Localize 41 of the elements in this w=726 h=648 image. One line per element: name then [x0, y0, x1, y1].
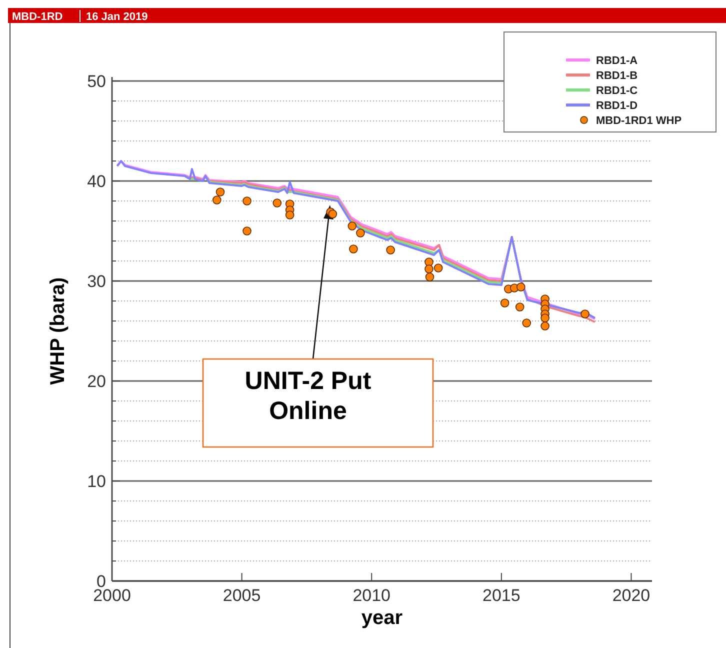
point [540, 314, 550, 322]
legend-label: MBD-1RD1 WHP [596, 114, 682, 127]
point [500, 298, 510, 308]
point [516, 282, 526, 292]
text: MBD-1RD [12, 11, 63, 23]
text: 16 Jan 2019 [86, 11, 148, 23]
x-tick-label: 2015 [482, 586, 520, 605]
point [285, 210, 294, 220]
point [242, 196, 252, 206]
x-axis-title: year [361, 607, 403, 629]
legend-label: RBD1-C [596, 84, 638, 97]
point [580, 310, 590, 318]
point [212, 196, 222, 204]
y-tick-label: 30 [87, 272, 106, 291]
x-tick-label: 2005 [222, 586, 261, 605]
point [515, 302, 524, 312]
annotation: UNIT-2 Put Online [244, 367, 372, 425]
legend-label: RBD1-D [596, 100, 638, 112]
legend-label: RBD1-A [596, 54, 638, 67]
point [216, 188, 225, 196]
point [424, 264, 434, 274]
point [272, 198, 282, 208]
point [349, 244, 358, 254]
point [540, 322, 550, 330]
x-tick-label: 2010 [352, 586, 391, 605]
point [328, 210, 338, 218]
x-tick-label: 2000 [93, 586, 131, 605]
point [242, 226, 252, 236]
point [386, 246, 395, 254]
point [356, 228, 365, 238]
y-tick-label: 50 [87, 72, 106, 91]
x-tick-label: 2020 [612, 586, 650, 605]
point [522, 318, 532, 328]
y-axis-title: WHP (bara) [47, 277, 69, 385]
point [348, 222, 357, 230]
y-tick-label: 10 [87, 472, 106, 491]
point [425, 272, 434, 282]
legend-label: RBD1-B [596, 70, 638, 82]
point [434, 264, 443, 272]
y-tick-label: 20 [87, 372, 106, 391]
y-tick-label: 40 [87, 172, 106, 191]
